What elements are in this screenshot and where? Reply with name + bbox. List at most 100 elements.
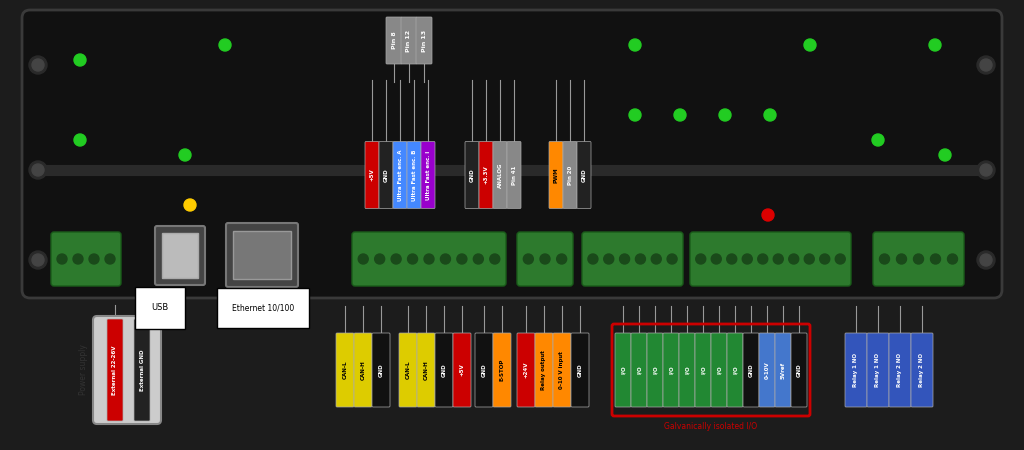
Text: USB: USB <box>152 303 169 312</box>
Circle shape <box>32 164 44 176</box>
FancyBboxPatch shape <box>365 141 379 208</box>
Circle shape <box>931 254 940 264</box>
Circle shape <box>980 254 992 266</box>
Circle shape <box>977 161 995 179</box>
FancyBboxPatch shape <box>399 333 417 407</box>
FancyBboxPatch shape <box>93 316 161 424</box>
FancyBboxPatch shape <box>631 333 647 407</box>
Circle shape <box>695 254 706 264</box>
Circle shape <box>105 254 115 264</box>
Circle shape <box>836 254 845 264</box>
Circle shape <box>804 254 814 264</box>
FancyBboxPatch shape <box>743 333 759 407</box>
Text: Ethernet 10/100: Ethernet 10/100 <box>231 303 294 312</box>
FancyBboxPatch shape <box>226 223 298 287</box>
FancyBboxPatch shape <box>22 10 1002 298</box>
Circle shape <box>358 254 369 264</box>
Circle shape <box>880 254 890 264</box>
Text: +5V: +5V <box>370 169 375 181</box>
Circle shape <box>947 254 957 264</box>
Circle shape <box>179 149 191 161</box>
Text: CAN-H: CAN-H <box>360 360 366 380</box>
FancyBboxPatch shape <box>493 333 511 407</box>
Circle shape <box>667 254 677 264</box>
FancyBboxPatch shape <box>475 333 493 407</box>
Text: Relay 1 NO: Relay 1 NO <box>853 353 858 387</box>
FancyBboxPatch shape <box>386 17 402 64</box>
Circle shape <box>674 109 686 121</box>
Bar <box>233 231 291 279</box>
Circle shape <box>977 251 995 269</box>
FancyBboxPatch shape <box>453 333 471 407</box>
FancyBboxPatch shape <box>421 141 435 208</box>
FancyBboxPatch shape <box>393 141 407 208</box>
Circle shape <box>804 39 816 51</box>
Text: Ultra Fast enc. I: Ultra Fast enc. I <box>426 150 430 200</box>
Text: GND: GND <box>469 168 474 182</box>
Text: GND: GND <box>441 363 446 377</box>
Text: GND: GND <box>797 363 802 377</box>
Circle shape <box>629 109 641 121</box>
Circle shape <box>939 149 951 161</box>
Circle shape <box>651 254 662 264</box>
Circle shape <box>73 254 83 264</box>
Circle shape <box>57 254 67 264</box>
Circle shape <box>440 254 451 264</box>
FancyBboxPatch shape <box>711 333 727 407</box>
Text: Pin 12: Pin 12 <box>407 29 412 52</box>
FancyBboxPatch shape <box>155 226 205 285</box>
Text: I/O: I/O <box>732 366 737 374</box>
Circle shape <box>375 254 385 264</box>
Text: Pin 41: Pin 41 <box>512 165 516 184</box>
Bar <box>162 233 198 278</box>
Circle shape <box>629 39 641 51</box>
Circle shape <box>523 254 534 264</box>
Circle shape <box>727 254 736 264</box>
Circle shape <box>980 164 992 176</box>
Text: 0-10V: 0-10V <box>765 361 769 379</box>
Circle shape <box>620 254 630 264</box>
FancyBboxPatch shape <box>517 333 535 407</box>
FancyBboxPatch shape <box>372 333 390 407</box>
Text: ANALOG: ANALOG <box>498 162 503 188</box>
FancyBboxPatch shape <box>352 232 506 286</box>
FancyBboxPatch shape <box>51 232 121 286</box>
Circle shape <box>540 254 550 264</box>
Text: 5Vref: 5Vref <box>780 361 785 378</box>
Circle shape <box>742 254 753 264</box>
Circle shape <box>424 254 434 264</box>
Circle shape <box>219 39 231 51</box>
Circle shape <box>457 254 467 264</box>
Circle shape <box>32 254 44 266</box>
Circle shape <box>29 56 47 74</box>
Text: I/O: I/O <box>621 366 626 374</box>
Text: Pin 8: Pin 8 <box>391 32 396 50</box>
FancyBboxPatch shape <box>379 141 393 208</box>
Text: +3.3V: +3.3V <box>483 166 488 184</box>
Circle shape <box>89 254 99 264</box>
Text: Galvanically isolated I/O: Galvanically isolated I/O <box>665 422 758 431</box>
Circle shape <box>32 59 44 71</box>
FancyBboxPatch shape <box>416 17 432 64</box>
Text: I/O: I/O <box>669 366 674 374</box>
FancyBboxPatch shape <box>867 333 889 407</box>
FancyBboxPatch shape <box>535 333 553 407</box>
Text: CAN-H: CAN-H <box>424 360 428 380</box>
Circle shape <box>719 109 731 121</box>
Circle shape <box>758 254 768 264</box>
Circle shape <box>980 59 992 71</box>
FancyBboxPatch shape <box>759 333 775 407</box>
FancyBboxPatch shape <box>435 333 453 407</box>
Text: GND: GND <box>749 363 754 377</box>
FancyBboxPatch shape <box>401 17 417 64</box>
Circle shape <box>872 134 884 146</box>
FancyBboxPatch shape <box>577 141 591 208</box>
FancyBboxPatch shape <box>690 232 851 286</box>
Text: CAN-L: CAN-L <box>406 361 411 379</box>
Circle shape <box>773 254 783 264</box>
Circle shape <box>29 161 47 179</box>
Text: Pin 13: Pin 13 <box>422 29 427 52</box>
Text: +5V: +5V <box>460 364 465 376</box>
Text: Ultra Fast enc. A: Ultra Fast enc. A <box>397 149 402 201</box>
FancyBboxPatch shape <box>563 141 577 208</box>
